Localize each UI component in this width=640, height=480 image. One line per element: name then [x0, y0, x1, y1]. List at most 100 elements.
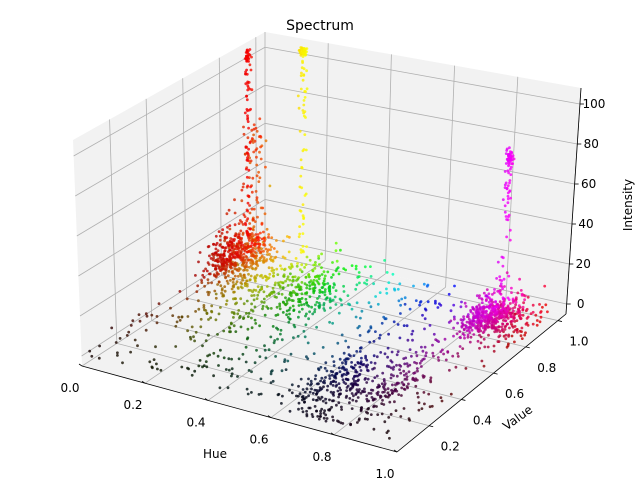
scatter-point: [270, 292, 274, 295]
x-grid-floor: [207, 273, 386, 401]
scatter-point: [247, 126, 251, 130]
scatter-point: [245, 279, 249, 283]
scatter-point: [241, 278, 245, 282]
scatter-point: [242, 256, 246, 259]
scatter-point: [325, 388, 329, 392]
scatter-point: [256, 233, 260, 236]
scatter-point: [315, 382, 319, 386]
scatter-point: [300, 270, 304, 274]
scatter-point: [383, 394, 387, 398]
scatter-point: [180, 315, 184, 319]
scatter-point: [496, 340, 500, 343]
x-tick-label: 0.0: [60, 381, 79, 395]
scatter-point: [399, 312, 402, 315]
scatter-point: [278, 307, 282, 311]
scatter-point: [358, 350, 362, 353]
y-tick: [525, 346, 530, 349]
scatter-point: [298, 232, 302, 236]
scatter-point: [376, 390, 380, 394]
scatter-point: [310, 413, 314, 416]
scatter-point: [267, 233, 271, 236]
scatter-point: [505, 235, 508, 239]
scatter-point: [224, 368, 228, 371]
scatter-point: [296, 262, 299, 265]
scatter-point: [389, 376, 393, 380]
scatter-point: [396, 323, 400, 326]
scatter-point: [249, 68, 253, 72]
scatter-point: [272, 271, 275, 275]
scatter-point: [312, 352, 316, 355]
scatter-point: [226, 225, 229, 229]
scatter-point: [471, 319, 475, 322]
scatter-point: [342, 284, 345, 288]
scatter-point: [447, 292, 451, 296]
scatter-point: [507, 162, 511, 166]
scatter-point: [306, 341, 310, 345]
scatter-point: [228, 227, 232, 231]
scatter-point: [505, 147, 509, 151]
scatter-point: [241, 223, 245, 226]
scatter-point: [245, 284, 249, 288]
scatter-point: [206, 261, 210, 265]
y-axis-line: [396, 313, 567, 453]
scatter-point: [521, 313, 525, 317]
scatter-point: [413, 361, 416, 364]
scatter-point: [236, 286, 240, 289]
scatter-point: [484, 299, 488, 302]
scatter-point: [326, 270, 330, 274]
scatter-point: [357, 275, 361, 278]
scatter-point: [219, 284, 223, 288]
scatter-point: [206, 278, 210, 281]
scatter-point: [256, 285, 260, 288]
scatter-point: [331, 298, 335, 302]
scatter-point: [207, 318, 210, 321]
scatter-point: [328, 408, 331, 412]
scatter-point: [289, 352, 293, 356]
scatter-point: [518, 277, 521, 281]
scatter-point: [248, 265, 251, 269]
scatter-point: [323, 290, 327, 294]
scatter-point: [286, 284, 290, 287]
scatter-point: [155, 362, 158, 366]
scatter-point: [512, 157, 516, 161]
scatter-point: [255, 348, 258, 352]
scatter-point: [350, 264, 354, 267]
scatter-point: [233, 247, 237, 251]
scatter-point: [246, 116, 250, 120]
scatter-point: [247, 53, 251, 56]
scatter-point: [245, 299, 249, 303]
scatter-point: [252, 123, 256, 127]
scatter-point: [261, 206, 265, 210]
scatter-point: [336, 341, 340, 345]
z-tick-label: 80: [584, 137, 599, 151]
scatter-point: [265, 227, 269, 231]
scatter-point: [492, 349, 496, 353]
scatter-point: [482, 337, 486, 341]
scatter-point: [400, 386, 404, 390]
scatter-point: [322, 416, 326, 420]
scatter-point: [221, 267, 224, 271]
scatter-point: [242, 252, 246, 256]
scatter-point: [331, 321, 334, 325]
scatter-point: [458, 345, 462, 348]
scatter-point: [349, 387, 352, 390]
scatter-point: [288, 235, 291, 239]
scatter-point: [259, 392, 263, 396]
scatter-point: [323, 381, 326, 385]
scatter-point: [308, 295, 312, 299]
scatter-point: [244, 223, 248, 227]
scatter-point: [486, 324, 489, 328]
scatter-point: [253, 139, 257, 143]
scatter-point: [344, 268, 347, 272]
scatter-point: [237, 234, 241, 237]
scatter-point: [515, 319, 519, 322]
scatter-point: [453, 284, 456, 288]
scatter-point: [543, 284, 547, 288]
scatter-point: [242, 268, 246, 272]
scatter-point: [269, 335, 273, 339]
scatter-point: [150, 313, 154, 317]
scatter-point: [510, 334, 514, 338]
scatter-point: [311, 282, 315, 286]
scatter-point: [245, 54, 249, 58]
scatter-point: [228, 259, 232, 263]
